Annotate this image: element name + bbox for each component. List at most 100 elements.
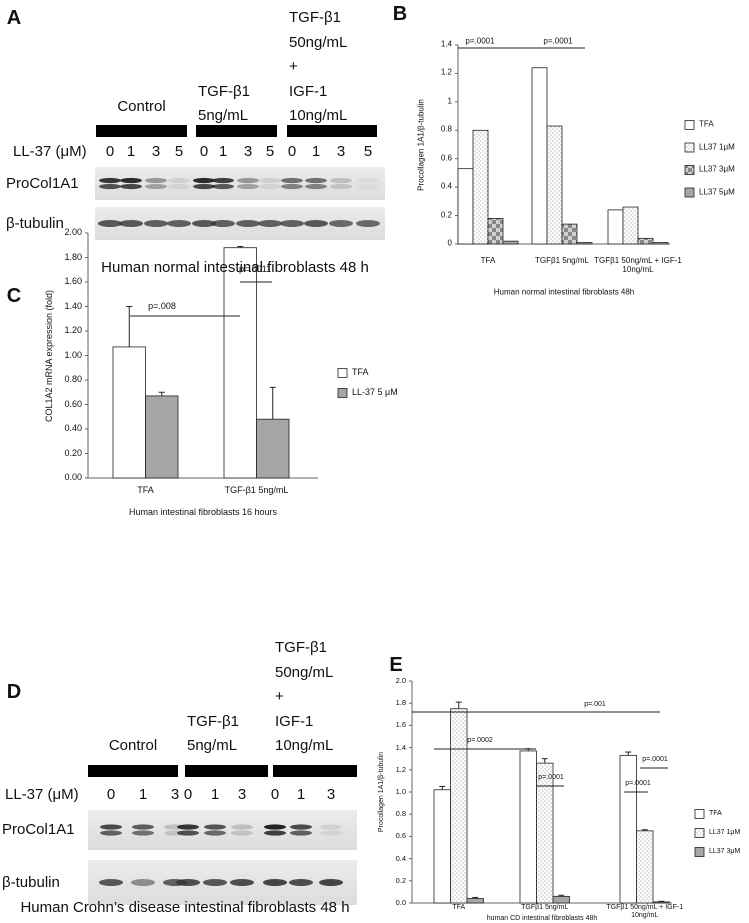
bar [256, 418, 290, 479]
band [281, 183, 303, 190]
band [167, 220, 191, 227]
dose-label: LL-37 (μM) [13, 142, 87, 160]
band [211, 220, 235, 227]
y-tick-label: 0.60 [64, 398, 82, 409]
legend-swatch [337, 388, 348, 398]
band [263, 879, 287, 886]
lane-label: 0 [106, 785, 116, 803]
error-bar [472, 896, 479, 899]
y-tick-label: 0.2 [395, 875, 406, 885]
lane-label: 1 [138, 785, 148, 803]
x-tick-label: TGFβ1 50ng/mL + IGF-1 10ng/mL [594, 256, 682, 274]
x-axis-label: Human intestinal fibroblasts 16 hours [128, 507, 278, 518]
bar [502, 240, 519, 245]
x-tick-label: TFA [137, 485, 154, 495]
band [264, 824, 286, 830]
band [145, 183, 167, 190]
bar [619, 754, 637, 904]
panel-letter: D [6, 681, 22, 703]
legend-label: LL-37 5 μM [352, 387, 398, 398]
error-bar [158, 391, 165, 396]
annotation: p=.0001 [538, 774, 564, 782]
group-label: 10ng/mL [275, 736, 334, 754]
y-axis-label: COL1A2 mRNA expression (fold) [44, 289, 55, 422]
x-tick-label: TFA [452, 904, 466, 911]
legend-label: LL37 5μM [699, 187, 735, 197]
dose-label: LL-37 (μM) [5, 785, 79, 803]
y-tick-label: 0.40 [64, 423, 82, 434]
band [168, 177, 190, 184]
panel-letter: A [6, 7, 22, 29]
band [231, 830, 253, 836]
legend-swatch [337, 368, 348, 378]
y-tick-label: 0.0 [395, 897, 406, 907]
y-tick-label: 0.20 [64, 447, 82, 458]
lane-label: 3 [151, 142, 161, 160]
lane-label: 3 [170, 785, 180, 803]
y-tick-label: 2.00 [64, 227, 82, 238]
treatment-bar [88, 765, 178, 777]
legend-label: TFA [699, 119, 714, 129]
error-bar [641, 829, 648, 831]
band [259, 183, 281, 190]
y-tick-label: 1.80 [64, 251, 82, 262]
band [204, 830, 226, 836]
y-tick-label: 0.4 [440, 181, 452, 191]
y-tick-label: 0.8 [395, 809, 406, 819]
band [320, 830, 342, 836]
y-tick-label: 1.0 [395, 786, 406, 796]
error-bar [455, 701, 462, 709]
bar [652, 901, 670, 904]
y-tick-label: 1 [447, 96, 452, 106]
treatment-bar [273, 765, 357, 777]
legend-swatch [684, 120, 695, 130]
band [99, 879, 123, 886]
y-tick-label: 0.2 [440, 210, 452, 220]
bar [607, 209, 624, 245]
error-bar [625, 751, 632, 756]
lane-label: 1 [218, 142, 228, 160]
legend-label: LL37 1μM [699, 142, 735, 152]
group-label: IGF-1 [289, 82, 328, 100]
treatment-bar [185, 765, 268, 777]
x-axis-label: Human normal intestinal fibroblasts 48h [493, 287, 635, 297]
lane-label: 0 [199, 142, 209, 160]
y-tick-label: 1.8 [395, 698, 406, 708]
lane-label: 0 [270, 785, 280, 803]
band [236, 220, 260, 227]
y-tick-label: 1.2 [440, 68, 452, 78]
error-bar [558, 894, 565, 897]
y-tick-label: 1.6 [395, 720, 406, 730]
band [264, 830, 286, 836]
band [168, 183, 190, 190]
band [330, 183, 352, 190]
caption: Human normal intestinal fibroblasts 48 h [101, 258, 369, 276]
lane-label: 5 [265, 142, 275, 160]
band [100, 824, 122, 830]
group-label: IGF-1 [275, 712, 314, 730]
band [330, 177, 352, 184]
legend-label: LL37 3μM [699, 164, 735, 174]
bar [561, 223, 578, 245]
y-tick-label: 1.2 [395, 764, 406, 774]
legend-swatch [694, 847, 705, 857]
band [230, 879, 254, 886]
band [212, 177, 234, 184]
y-axis-label: Procollagen 1A1/β-tubulin [378, 751, 386, 833]
legend-label: TFA [709, 810, 722, 818]
treatment-bar [196, 125, 277, 137]
bar [450, 708, 468, 904]
band [319, 879, 343, 886]
error-bar [439, 785, 446, 790]
band [193, 183, 215, 190]
error-bar [126, 306, 133, 347]
band [357, 183, 379, 190]
legend-swatch [684, 187, 695, 198]
lane-label: 3 [326, 785, 336, 803]
band [329, 220, 353, 227]
group-label: TGF-β1 [198, 82, 250, 100]
band [204, 824, 226, 830]
band [289, 879, 313, 886]
y-tick-label: 2.0 [395, 675, 406, 685]
